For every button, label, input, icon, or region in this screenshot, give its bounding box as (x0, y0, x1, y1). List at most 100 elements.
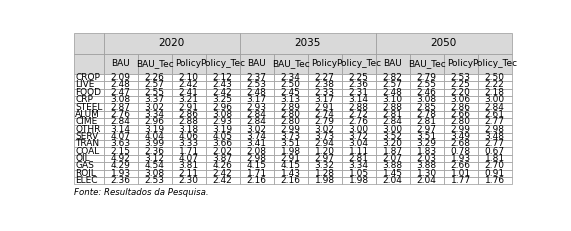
Bar (409, 74, 444, 81)
Text: 2.50: 2.50 (485, 73, 505, 82)
Text: 1.87: 1.87 (383, 147, 403, 156)
Text: Fonte: Resultados da Pesquisa.: Fonte: Resultados da Pesquisa. (74, 188, 208, 197)
Text: 1.98: 1.98 (315, 176, 335, 185)
Bar (308, 170, 341, 177)
Bar (341, 103, 376, 111)
Bar (206, 118, 240, 125)
Bar (274, 133, 308, 140)
Bar (376, 140, 409, 147)
Text: 1.20: 1.20 (315, 147, 335, 156)
Text: 3.12: 3.12 (144, 154, 164, 163)
Bar (206, 133, 240, 140)
Bar (74, 81, 104, 89)
Text: 0.78: 0.78 (451, 147, 471, 156)
Bar (206, 147, 240, 155)
Text: CROP: CROP (75, 73, 100, 82)
Text: 1.01: 1.01 (451, 169, 471, 178)
Text: 4.06: 4.06 (179, 132, 199, 141)
Bar (172, 74, 206, 81)
Bar (74, 177, 104, 184)
Bar (308, 177, 341, 184)
Bar (206, 170, 240, 177)
Bar (172, 147, 206, 155)
Bar (138, 74, 172, 81)
Bar (409, 140, 444, 147)
Text: 2.57: 2.57 (144, 80, 164, 89)
Bar (104, 177, 138, 184)
Text: 2.78: 2.78 (417, 110, 437, 119)
Bar (206, 81, 240, 89)
Bar (274, 96, 308, 103)
Text: 2.88: 2.88 (179, 117, 199, 126)
Text: 2.84: 2.84 (247, 110, 267, 119)
Text: Policy_Tec: Policy_Tec (336, 59, 381, 68)
Bar (172, 54, 206, 74)
Bar (341, 54, 376, 74)
Bar (376, 125, 409, 133)
Text: 2.18: 2.18 (485, 88, 505, 97)
Bar (138, 81, 172, 89)
Text: 3.52: 3.52 (383, 132, 403, 141)
Text: 2.20: 2.20 (451, 88, 471, 97)
Bar (308, 96, 341, 103)
Bar (308, 125, 341, 133)
Bar (341, 170, 376, 177)
Text: 3.19: 3.19 (144, 125, 165, 134)
Text: 3.17: 3.17 (247, 95, 267, 104)
Text: 1.83: 1.83 (417, 147, 437, 156)
Bar (376, 33, 512, 54)
Bar (240, 96, 274, 103)
Text: 3.02: 3.02 (315, 125, 335, 134)
Bar (478, 155, 512, 162)
Bar (341, 177, 376, 184)
Bar (409, 162, 444, 170)
Text: 2.76: 2.76 (111, 110, 131, 119)
Text: 2.16: 2.16 (281, 176, 301, 185)
Text: 2.33: 2.33 (315, 88, 335, 97)
Bar (74, 33, 104, 54)
Bar (341, 125, 376, 133)
Text: 2.45: 2.45 (281, 88, 300, 97)
Text: 4.15: 4.15 (281, 161, 301, 170)
Text: 2.88: 2.88 (349, 103, 369, 112)
Text: 3.32: 3.32 (315, 161, 335, 170)
Bar (274, 103, 308, 111)
Bar (274, 170, 308, 177)
Text: 4.92: 4.92 (111, 154, 131, 163)
Text: 3.37: 3.37 (144, 95, 165, 104)
Text: 3.49: 3.49 (451, 132, 471, 141)
Bar (274, 81, 308, 89)
Bar (409, 89, 444, 96)
Bar (206, 103, 240, 111)
Text: SERV: SERV (75, 132, 99, 141)
Text: GAS: GAS (75, 161, 94, 170)
Text: 1.76: 1.76 (485, 176, 505, 185)
Bar (376, 54, 409, 74)
Text: 2.11: 2.11 (179, 169, 199, 178)
Text: CIME: CIME (75, 117, 98, 126)
Text: 2.55: 2.55 (144, 88, 164, 97)
Bar (104, 170, 138, 177)
Bar (376, 111, 409, 118)
Text: 2.99: 2.99 (281, 125, 301, 134)
Bar (206, 140, 240, 147)
Bar (478, 103, 512, 111)
Bar (240, 133, 274, 140)
Text: 2.48: 2.48 (247, 88, 267, 97)
Bar (74, 111, 104, 118)
Bar (341, 155, 376, 162)
Text: 2.38: 2.38 (315, 80, 335, 89)
Text: 2.96: 2.96 (144, 117, 164, 126)
Text: 1.93: 1.93 (451, 154, 471, 163)
Bar (409, 147, 444, 155)
Bar (206, 74, 240, 81)
Text: 2.42: 2.42 (179, 80, 199, 89)
Text: OTHR: OTHR (75, 125, 100, 134)
Bar (341, 118, 376, 125)
Bar (409, 125, 444, 133)
Bar (409, 103, 444, 111)
Text: 1.28: 1.28 (315, 169, 335, 178)
Text: Policy: Policy (312, 59, 337, 68)
Text: 2.46: 2.46 (417, 88, 437, 97)
Text: 2.34: 2.34 (281, 73, 300, 82)
